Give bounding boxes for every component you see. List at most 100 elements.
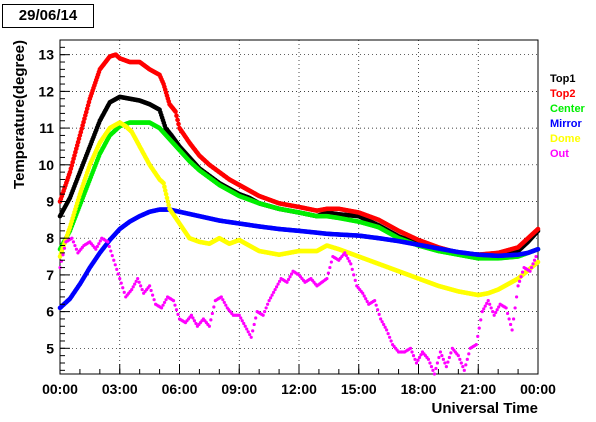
data-point [162, 188, 168, 193]
data-point [464, 363, 468, 367]
data-point [164, 195, 170, 201]
data-point [435, 361, 440, 365]
data-point [347, 259, 351, 263]
data-point [519, 275, 523, 279]
data-point [252, 322, 256, 327]
legend-item-top1: Top1 [550, 73, 575, 85]
data-point [373, 298, 377, 303]
data-point [139, 284, 143, 288]
data-point [173, 303, 177, 307]
data-point [514, 295, 519, 299]
data-point [437, 355, 441, 360]
data-point [174, 113, 179, 119]
data-point [414, 361, 419, 365]
data-point [152, 298, 156, 302]
data-point [325, 276, 329, 281]
data-point [443, 361, 447, 365]
legend-item-out: Out [550, 148, 569, 160]
data-point [495, 308, 499, 312]
data-point [192, 319, 197, 323]
data-point [165, 199, 171, 204]
data-point [133, 282, 137, 286]
date-label: 29/06/14 [2, 4, 94, 28]
data-point [212, 305, 216, 309]
data-point [130, 287, 134, 292]
data-point [462, 368, 466, 372]
data-point [434, 366, 438, 371]
data-point [263, 310, 267, 314]
data-point [166, 202, 171, 208]
data-point [512, 317, 516, 321]
y-tick-label: 12 [38, 83, 54, 99]
data-point [389, 339, 393, 343]
data-point [513, 306, 517, 310]
data-point [62, 246, 67, 250]
data-point [95, 244, 99, 249]
data-point [528, 269, 532, 273]
data-point [289, 272, 294, 276]
data-point [479, 318, 483, 322]
x-tick-label: 12:00 [281, 381, 317, 397]
series-center [57, 120, 541, 261]
data-point [447, 355, 451, 360]
data-point [269, 296, 273, 300]
data-point [474, 343, 478, 347]
data-point [107, 244, 111, 249]
data-point [446, 360, 450, 364]
data-point [388, 335, 392, 339]
data-point [476, 334, 480, 338]
y-tick-label: 13 [38, 47, 54, 63]
data-point [429, 365, 434, 369]
data-point [467, 352, 471, 356]
data-point [416, 358, 420, 362]
data-point [492, 313, 496, 317]
series-top2 [57, 52, 541, 258]
data-point [362, 294, 366, 298]
y-tick-label: 10 [38, 157, 54, 173]
data-point [510, 328, 514, 332]
data-point [148, 284, 152, 288]
data-point [486, 298, 490, 303]
data-point [194, 321, 198, 326]
data-point [71, 240, 76, 244]
data-point [240, 319, 244, 323]
data-point [116, 272, 120, 276]
data-point [449, 351, 453, 355]
data-point [162, 300, 167, 305]
data-point [477, 326, 481, 330]
data-point [171, 298, 176, 303]
data-point [465, 357, 469, 361]
data-point [506, 311, 510, 316]
data-point [173, 109, 178, 114]
data-point [428, 361, 432, 365]
data-point [161, 180, 166, 186]
data-point [237, 313, 241, 317]
data-point [97, 242, 101, 246]
data-point [497, 305, 501, 309]
data-point [209, 318, 213, 322]
data-point [413, 357, 417, 361]
y-axis-title: Temperature(degree) [11, 40, 28, 189]
y-tick-label: 6 [46, 304, 54, 320]
legend-item-center: Center [550, 103, 586, 115]
data-point [207, 324, 211, 328]
data-point [529, 265, 534, 270]
data-point [328, 265, 332, 270]
data-point [326, 271, 330, 275]
data-point [274, 285, 279, 289]
data-point [131, 285, 135, 289]
data-point [329, 260, 333, 264]
data-point [109, 249, 113, 253]
data-point [285, 280, 289, 284]
series-mirror [57, 207, 541, 311]
data-point [276, 282, 280, 286]
data-point [482, 307, 486, 311]
x-tick-label: 18:00 [401, 381, 437, 397]
data-point [517, 279, 522, 283]
data-point [352, 273, 356, 277]
data-point [175, 117, 180, 123]
data-point [346, 256, 350, 260]
data-point [137, 280, 141, 284]
data-point [504, 306, 508, 310]
